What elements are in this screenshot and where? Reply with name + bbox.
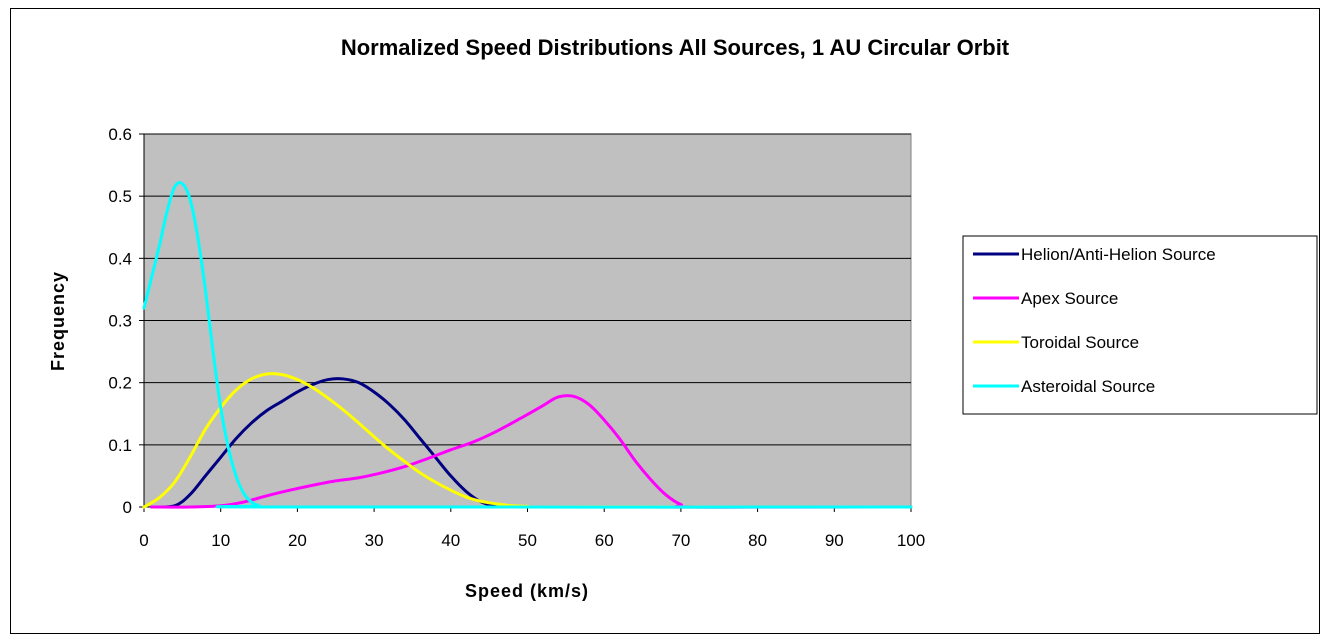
chart-frame: Normalized Speed Distributions All Sourc… bbox=[10, 8, 1320, 634]
chart-title: Normalized Speed Distributions All Sourc… bbox=[341, 35, 1010, 60]
y-axis-label: Frequency bbox=[48, 271, 68, 371]
x-tick-label: 100 bbox=[897, 531, 925, 550]
x-tick-label: 90 bbox=[825, 531, 844, 550]
y-tick-labels: 0 0.1 0.2 0.3 0.4 0.5 0.6 bbox=[108, 125, 132, 517]
chart-svg: Normalized Speed Distributions All Sourc… bbox=[48, 35, 1318, 601]
legend-items: Helion/Anti-Helion Source Apex Source Toro… bbox=[973, 245, 1216, 396]
legend: Helion/Anti-Helion Source Apex Source Toro… bbox=[962, 235, 1318, 415]
x-axis-label: Speed (km/s) bbox=[465, 581, 589, 601]
series-lines bbox=[142, 181, 913, 509]
x-tick-label: 0 bbox=[139, 531, 148, 550]
x-tick-label: 80 bbox=[748, 531, 767, 550]
x-tick-label: 10 bbox=[211, 531, 230, 550]
series-line-apex-source bbox=[150, 394, 913, 509]
legend-label: Apex Source bbox=[1021, 289, 1118, 308]
y-tick-label: 0 bbox=[123, 498, 132, 517]
x-tick-label: 60 bbox=[595, 531, 614, 550]
y-tick-label: 0.1 bbox=[108, 436, 132, 455]
series-line-toroidal-source bbox=[142, 372, 913, 509]
y-tick-label: 0.2 bbox=[108, 374, 132, 393]
y-tick-label: 0.6 bbox=[108, 125, 132, 144]
x-tick-label: 30 bbox=[365, 531, 384, 550]
legend-box bbox=[962, 235, 1318, 415]
legend-label: Toroidal Source bbox=[1021, 333, 1139, 352]
x-tick-labels: 0 10 20 30 40 50 60 70 80 90 100 bbox=[139, 531, 925, 550]
x-tick-label: 40 bbox=[441, 531, 460, 550]
gridlines bbox=[144, 133, 911, 446]
x-tick-label: 70 bbox=[671, 531, 690, 550]
x-tick-label: 50 bbox=[518, 531, 537, 550]
y-tick-label: 0.4 bbox=[108, 249, 132, 268]
series-line-asteroidal-source bbox=[142, 181, 913, 509]
x-tick-label: 20 bbox=[288, 531, 307, 550]
y-tick-label: 0.5 bbox=[108, 187, 132, 206]
legend-label: Helion/Anti-Helion Source bbox=[1021, 245, 1216, 264]
y-tick-label: 0.3 bbox=[108, 312, 132, 331]
legend-label: Asteroidal Source bbox=[1021, 377, 1155, 396]
